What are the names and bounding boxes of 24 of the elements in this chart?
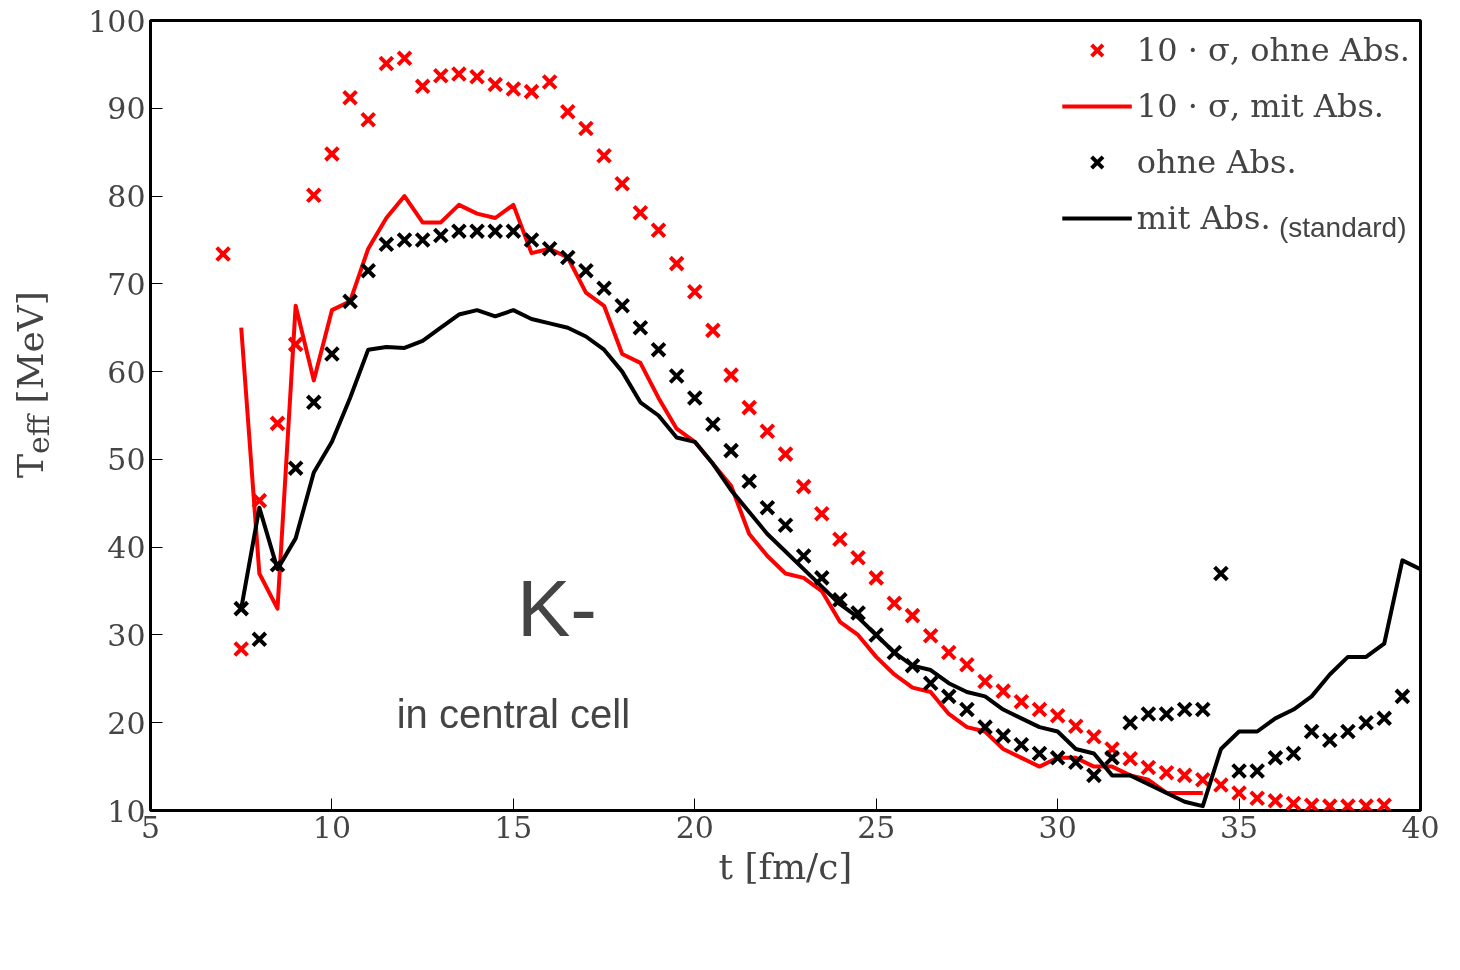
x-tick-label: 35: [1219, 809, 1259, 845]
y-tick-label: 40: [107, 530, 146, 566]
y-tick-label: 90: [107, 91, 146, 127]
y-tick-label: 20: [107, 705, 146, 741]
x-tick-label: 10: [312, 809, 352, 845]
legend-label: mit Abs.: [1136, 199, 1271, 237]
x-tick-label: 40: [1401, 809, 1440, 845]
annotation: K-: [516, 563, 597, 653]
annotation: (standard): [1278, 211, 1407, 243]
annotation: in central cell: [396, 691, 631, 736]
y-tick-label: 50: [107, 442, 146, 478]
y-tick-label: 60: [107, 354, 146, 390]
x-axis-title: t [fm/c]: [718, 845, 853, 887]
x-tick-label: 15: [494, 809, 533, 845]
y-tick-label: 80: [107, 179, 146, 215]
x-tick-label: 30: [1038, 809, 1077, 845]
x-tick-label: 25: [857, 809, 896, 845]
y-tick-label: 70: [107, 266, 146, 302]
y-tick-label: 100: [88, 3, 146, 39]
y-tick-label: 30: [107, 617, 146, 653]
legend-label: 10 · σ, ohne Abs.: [1136, 31, 1410, 69]
legend-label: ohne Abs.: [1136, 143, 1297, 181]
legend-label: 10 · σ, mit Abs.: [1136, 87, 1385, 125]
x-tick-label: 20: [675, 809, 714, 845]
